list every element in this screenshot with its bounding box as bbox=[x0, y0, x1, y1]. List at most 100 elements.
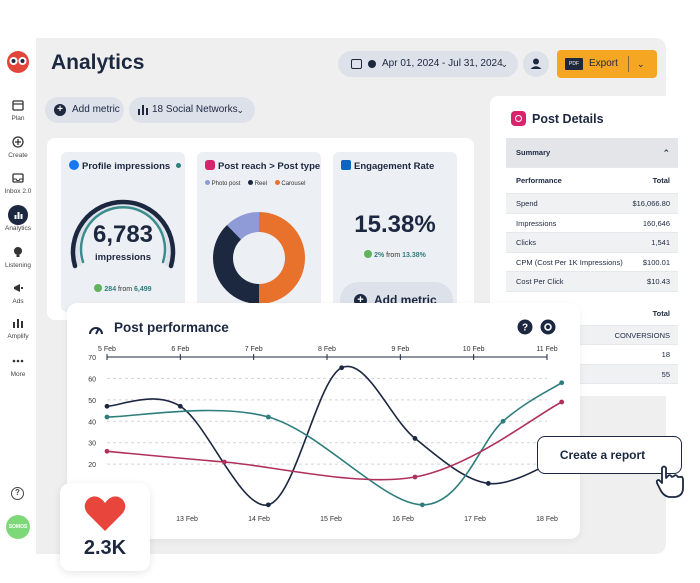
sidebar-item-label: Ads bbox=[12, 298, 24, 305]
sidebar-item-label: More bbox=[10, 371, 26, 378]
networks-filter[interactable]: 18 Social Networks ⌄ bbox=[129, 97, 255, 123]
table-header: Total bbox=[506, 292, 678, 326]
details-table: Summary ⌃ Performance Total Spend $16,066… bbox=[506, 138, 678, 384]
instagram-icon bbox=[511, 111, 526, 126]
instagram-icon bbox=[205, 160, 215, 170]
divider bbox=[628, 56, 629, 72]
engagement-change: 2% from 13.38% bbox=[333, 250, 457, 259]
legend-dot-icon bbox=[205, 180, 210, 185]
sidebar-item-label: Analytics bbox=[4, 225, 31, 232]
sidebar-item-amplify[interactable]: Amplify bbox=[0, 316, 36, 340]
user-filter-button[interactable] bbox=[523, 51, 549, 77]
summary-row[interactable]: Summary ⌃ bbox=[506, 138, 678, 168]
chevron-down-icon[interactable]: ⌄ bbox=[637, 59, 645, 69]
plus-icon: + bbox=[54, 104, 66, 116]
likes-card: 2.3K bbox=[60, 483, 150, 571]
facebook-icon bbox=[69, 160, 79, 170]
status-dot-icon bbox=[175, 163, 181, 168]
donut-slice-reel-2 bbox=[213, 225, 241, 258]
lightbulb-icon bbox=[14, 247, 22, 257]
table-row: 18 bbox=[506, 345, 678, 365]
sidebar-item-plan[interactable]: Plan bbox=[0, 98, 36, 122]
heart-icon bbox=[84, 496, 126, 531]
legend-label: Carousel bbox=[281, 181, 306, 187]
add-metric-button[interactable]: + Add metric bbox=[45, 97, 124, 123]
sidebar-item-analytics[interactable]: Analytics bbox=[0, 208, 36, 232]
card-title: Engagement Rate bbox=[341, 160, 434, 172]
table-row: Impressions 160,646 bbox=[506, 214, 678, 233]
create-report-label: Create a report bbox=[559, 448, 646, 462]
table-row: Clicks 1,541 bbox=[506, 233, 678, 253]
cursor-hand-icon bbox=[655, 465, 684, 498]
help-icon[interactable]: ? bbox=[517, 319, 533, 335]
add-metric-label: Add metric bbox=[72, 104, 120, 115]
legend-label: Photo post bbox=[211, 181, 241, 187]
date-range-picker[interactable]: Apr 01, 2024 - Jul 31, 2024 ⌄ bbox=[338, 51, 518, 77]
sidebar bbox=[0, 38, 36, 554]
chevron-up-icon[interactable]: ⌃ bbox=[662, 148, 670, 158]
calendar-icon bbox=[351, 59, 362, 69]
chevron-down-icon: ⌄ bbox=[236, 105, 244, 115]
trend-up-icon bbox=[94, 284, 103, 292]
export-label: Export bbox=[589, 58, 618, 69]
impressions-unit: impressions bbox=[95, 252, 151, 263]
avatar[interactable]: SOMOS bbox=[6, 515, 30, 539]
trend-up-icon bbox=[364, 250, 373, 258]
calendar-icon bbox=[12, 100, 24, 111]
plus-circle-icon bbox=[12, 136, 24, 148]
legend-label: Reel bbox=[254, 181, 268, 187]
impressions-value: 6,783 bbox=[92, 221, 154, 248]
legend-dot-icon bbox=[248, 180, 254, 185]
chevron-down-icon: ⌄ bbox=[500, 59, 508, 69]
sidebar-item-label: Amplify bbox=[7, 333, 29, 340]
gear-icon[interactable] bbox=[540, 319, 556, 335]
sidebar-item-inbox[interactable]: Inbox 2.0 bbox=[0, 171, 36, 195]
sidebar-item-label: Inbox 2.0 bbox=[4, 188, 32, 195]
linkedin-icon bbox=[341, 160, 351, 170]
chart-title: Post performance bbox=[114, 320, 229, 335]
megaphone-icon bbox=[14, 284, 23, 292]
dots-icon bbox=[12, 359, 24, 363]
inbox-icon bbox=[12, 173, 24, 183]
impressions-change: 284 from 6,499 bbox=[61, 284, 185, 293]
legend-dot-icon bbox=[274, 180, 280, 185]
export-button[interactable]: PDF Export ⌄ bbox=[557, 50, 657, 78]
likes-count: 2.3K bbox=[83, 537, 127, 559]
donut-slice-carousel bbox=[259, 212, 305, 304]
bar-chart-icon bbox=[14, 212, 23, 219]
date-range-label: Apr 01, 2024 - Jul 31, 2024 bbox=[382, 58, 503, 69]
owl-logo-icon[interactable] bbox=[4, 50, 32, 74]
table-row: Cost Per Click $10.43 bbox=[506, 272, 678, 292]
sidebar-item-listening[interactable]: Listening bbox=[0, 245, 36, 269]
svg-text:?: ? bbox=[522, 323, 528, 334]
user-icon bbox=[530, 58, 542, 69]
sidebar-item-ads[interactable]: Ads bbox=[0, 281, 36, 305]
table-row: Spend $16,066.80 bbox=[506, 194, 678, 214]
status-dot-icon bbox=[368, 60, 376, 68]
engagement-value: 15.38% bbox=[354, 211, 436, 238]
sidebar-item-label: Listening bbox=[4, 262, 32, 269]
reach-legend: Photo post Reel Carousel bbox=[205, 180, 305, 187]
sidebar-item-label: Create bbox=[8, 152, 28, 159]
table-header: Performance Total bbox=[506, 168, 678, 194]
panel-title: Post Details bbox=[532, 112, 604, 126]
impressions-card[interactable]: Profile impressions 6,783 impressions 28… bbox=[61, 152, 185, 312]
reach-donut-chart bbox=[213, 212, 305, 304]
card-title: Post reach > Post type bbox=[205, 160, 320, 172]
sidebar-item-more[interactable]: More bbox=[0, 354, 36, 378]
help-icon[interactable]: ? bbox=[11, 487, 24, 500]
amplify-icon bbox=[13, 319, 23, 328]
page-title: Analytics bbox=[51, 51, 145, 74]
bar-chart-icon bbox=[138, 105, 148, 115]
pdf-icon: PDF bbox=[565, 58, 583, 70]
table-row: CPM (Cost Per 1K Impressions) $100.01 bbox=[506, 253, 678, 272]
card-title: Profile impressions bbox=[69, 160, 181, 172]
donut-slice-photo bbox=[227, 212, 259, 240]
networks-label: 18 Social Networks bbox=[152, 104, 238, 115]
donut-slice-reel bbox=[213, 258, 259, 304]
create-report-button[interactable]: Create a report bbox=[537, 436, 682, 474]
post-reach-card[interactable]: Post reach > Post type Photo post Reel C… bbox=[197, 152, 321, 312]
impressions-gauge bbox=[70, 199, 176, 269]
chart-icon bbox=[89, 327, 103, 335]
sidebar-item-create[interactable]: Create bbox=[0, 135, 36, 159]
